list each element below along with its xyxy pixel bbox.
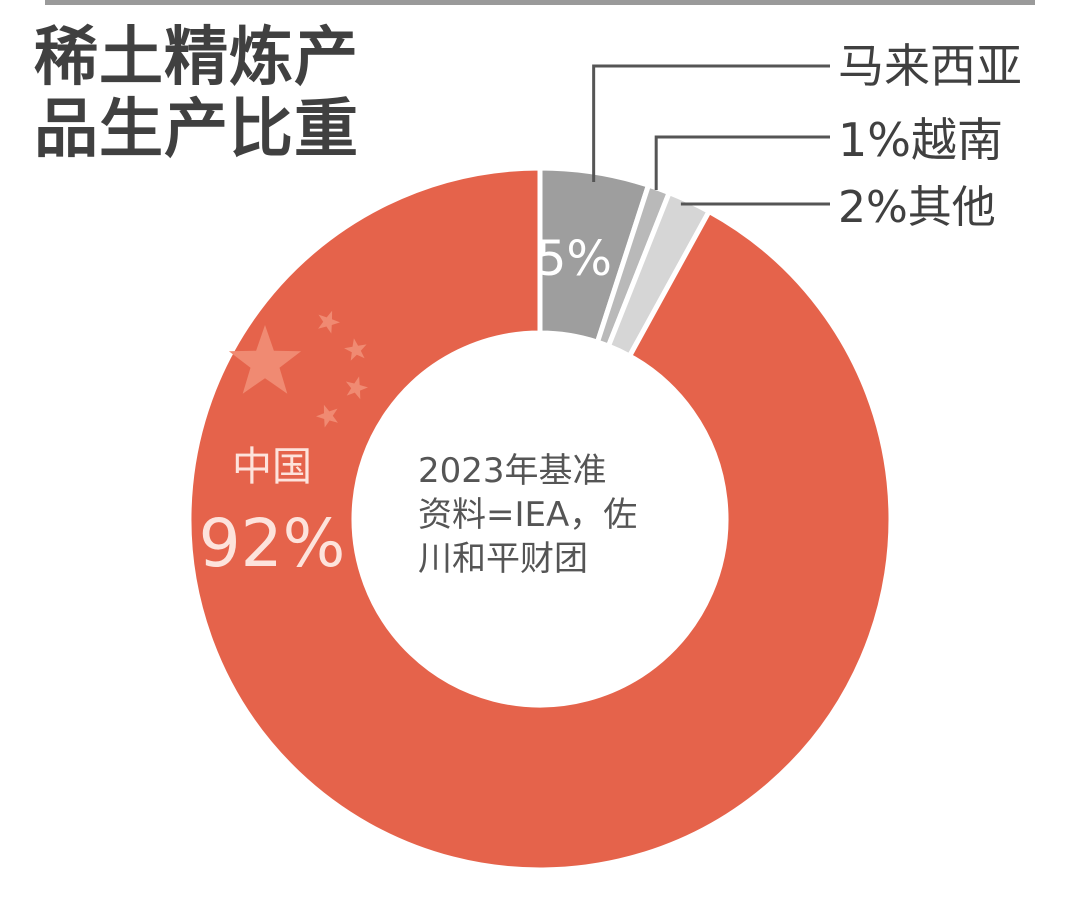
leader-vietnam <box>654 135 830 190</box>
flag-small-star-icon <box>318 310 340 334</box>
chart-title: 稀土精炼产 品生产比重 <box>34 22 394 166</box>
value-malaysia: 5% <box>536 231 612 287</box>
center-note-line-2: 资料=IEA，佐 <box>418 495 637 535</box>
chart-title-line-2: 品生产比重 <box>34 93 359 167</box>
flag-big-star-icon <box>228 325 302 394</box>
leader-malaysia <box>592 64 830 182</box>
top-rule <box>45 0 1035 5</box>
chart-title-line-1: 稀土精炼产 <box>34 21 359 95</box>
center-note-line-3: 川和平财团 <box>418 539 588 579</box>
label-malaysia: 马来西亚 <box>838 39 1022 93</box>
slice-3 <box>186 165 894 873</box>
flag-small-star-icon <box>345 376 368 400</box>
flag-small-star-icon <box>316 404 338 428</box>
value-china: 92% <box>199 505 346 582</box>
center-note-line-1: 2023年基准 <box>418 451 607 491</box>
label-china: 中国 <box>232 444 312 490</box>
flag-small-star-icon <box>344 338 367 361</box>
label-vietnam: 1%越南 <box>838 113 1003 167</box>
label-other: 2%其他 <box>838 182 996 233</box>
china-flag-stars <box>228 310 368 428</box>
